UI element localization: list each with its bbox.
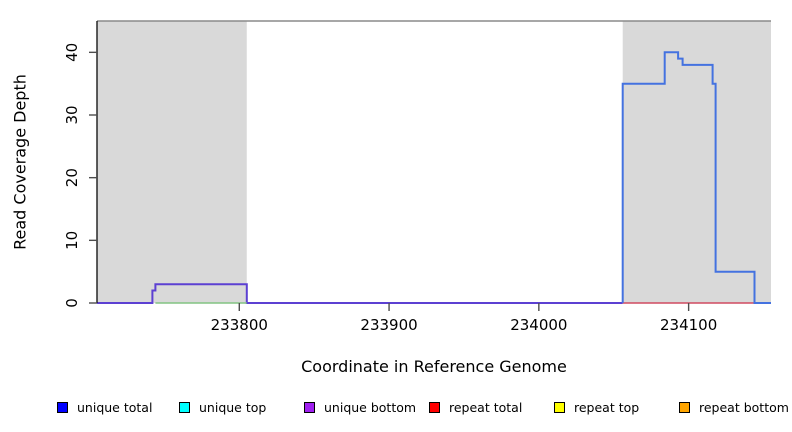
legend-label: repeat top xyxy=(574,399,640,415)
legend-item-unique-bottom: unique bottom xyxy=(304,398,416,416)
y-tick-label: 10 xyxy=(63,231,81,250)
masked-region xyxy=(622,21,771,303)
series-unique_bottom_total_overlap xyxy=(97,283,623,304)
y-tick-label: 20 xyxy=(63,168,81,187)
series-unique_total_block xyxy=(621,51,771,304)
y-tick-label: 40 xyxy=(63,43,81,62)
legend-item-repeat-total: repeat total xyxy=(429,398,522,416)
x-tick-label: 233900 xyxy=(360,316,417,334)
x-tick-label: 233800 xyxy=(211,316,268,334)
legend-label: unique bottom xyxy=(324,399,417,415)
y-axis-title: Read Coverage Depth xyxy=(10,74,30,250)
masked-region xyxy=(97,21,247,303)
x-axis-title: Coordinate in Reference Genome xyxy=(301,357,567,376)
legend: unique total unique top unique bottom repea… xyxy=(0,398,792,420)
y-tick-label: 0 xyxy=(63,298,81,308)
legend-swatch xyxy=(304,401,315,413)
legend-item-unique-total: unique total xyxy=(57,398,152,416)
y-tick-label: 30 xyxy=(63,105,81,124)
legend-item-repeat-top: repeat top xyxy=(554,398,639,416)
legend-label: repeat total xyxy=(449,399,523,415)
legend-swatch xyxy=(179,401,190,413)
legend-item-unique-top: unique top xyxy=(179,398,266,416)
legend-label: repeat bottom xyxy=(699,399,789,415)
legend-item-repeat-bottom: repeat bottom xyxy=(679,398,789,416)
x-tick-label: 234000 xyxy=(510,316,567,334)
legend-label: unique top xyxy=(199,399,267,415)
legend-swatch xyxy=(57,401,68,413)
legend-swatch xyxy=(554,401,565,413)
x-tick-label: 234100 xyxy=(660,316,717,334)
legend-swatch xyxy=(679,401,690,413)
legend-swatch xyxy=(429,401,440,413)
legend-label: unique total xyxy=(77,399,153,415)
